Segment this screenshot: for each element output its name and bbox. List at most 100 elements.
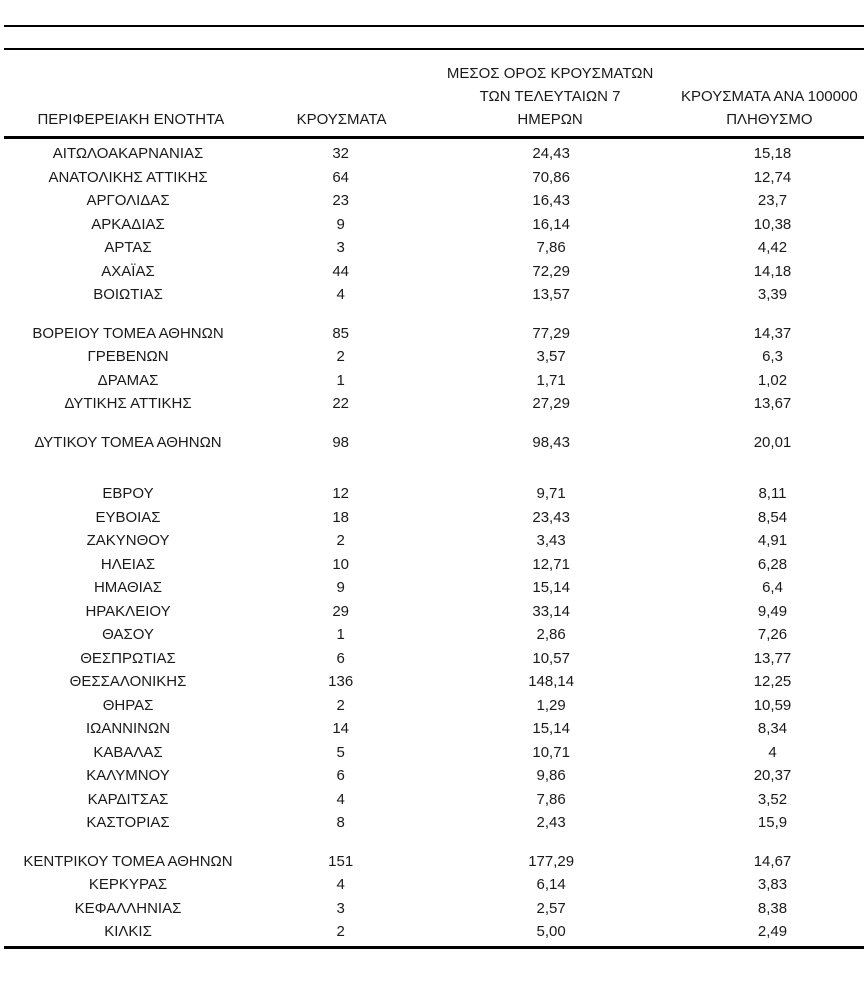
header-cell-region: ΠΕΡΙΦΕΡΕΙΑΚΗ ΕΝΟΤΗΤΑ — [4, 108, 258, 131]
per100k-cell: 23,7 — [757, 192, 788, 209]
region-cell: ΘΕΣΠΡΩΤΙΑΣ — [80, 649, 176, 667]
cases-by-regional-unit-table: ΠΕΡΙΦΕΡΕΙΑΚΗ ΕΝΟΤΗΤΑ ΚΡΟΥΣΜΑΤΑ ΜΕΣΟΣ ΟΡΟ… — [0, 50, 868, 944]
per100k-cell: 12,74 — [753, 168, 792, 186]
table-row: ΚΑΡΔΙΤΣΑΣ 4 7,86 3,52 — [0, 788, 868, 812]
avg7-cell: 12,71 — [532, 555, 570, 573]
cases-cell: 22 — [332, 395, 350, 412]
table-row: ΑΡΚΑΔΙΑΣ 9 16,14 10,38 — [0, 213, 868, 237]
per100k-cell: 2,49 — [757, 923, 788, 940]
avg7-cell: 13,57 — [532, 286, 570, 303]
per100k-cell: 8,11 — [758, 485, 787, 502]
table-row: ΑΡΓΟΛΙΔΑΣ 23 16,43 23,7 — [0, 189, 868, 213]
header-region-label: ΠΕΡΙΦΕΡΕΙΑΚΗ ΕΝΟΤΗΤΑ — [37, 111, 225, 128]
avg7-cell: 2,57 — [536, 899, 566, 917]
cases-cell: 8 — [336, 814, 345, 831]
region-cell: ΗΜΑΘΙΑΣ — [93, 579, 163, 596]
per100k-cell: 7,26 — [757, 626, 788, 643]
header-cell-avg7: ΜΕΣΟΣ ΟΡΟΣ ΚΡΟΥΣΜΑΤΩΝ ΤΩΝ ΤΕΛΕΥΤΑΙΩΝ 7 Η… — [425, 62, 674, 131]
table-row: ΒΟΡΕΙΟΥ ΤΟΜΕΑ ΑΘΗΝΩΝ 85 77,29 14,37 — [0, 322, 868, 346]
header-cases-label: ΚΡΟΥΣΜΑΤΑ — [296, 111, 387, 128]
region-cell: ΚΕΡΚΥΡΑΣ — [88, 876, 168, 893]
table-row: ΔΥΤΙΚΟΥ ΤΟΜΕΑ ΑΘΗΝΩΝ 98 98,43 20,01 — [0, 431, 868, 455]
region-cell: ΑΡΓΟΛΙΔΑΣ — [86, 192, 170, 209]
per100k-cell: 10,59 — [753, 696, 792, 714]
cases-cell: 14 — [332, 720, 350, 737]
cases-cell: 3 — [336, 239, 345, 256]
avg7-cell: 9,86 — [536, 767, 566, 784]
region-cell: ΑΧΑΪΑΣ — [101, 262, 155, 280]
cases-cell: 98 — [332, 433, 350, 451]
table-row: ΘΕΣΠΡΩΤΙΑΣ 6 10,57 13,77 — [0, 647, 868, 671]
avg7-cell: 27,29 — [532, 395, 570, 412]
header-avg7-label-line1: ΜΕΣΟΣ ΟΡΟΣ ΚΡΟΥΣΜΑΤΩΝ — [446, 65, 654, 82]
cases-cell: 32 — [332, 145, 350, 162]
per100k-cell: 13,67 — [753, 395, 792, 412]
cases-cell: 3 — [336, 899, 345, 917]
cases-cell: 6 — [336, 767, 345, 784]
per100k-cell: 3,83 — [757, 876, 788, 893]
cases-cell: 1 — [336, 371, 345, 389]
region-cell: ΕΥΒΟΙΑΣ — [95, 508, 161, 526]
avg7-cell: 177,29 — [528, 852, 575, 870]
cases-cell: 23 — [332, 192, 350, 209]
avg7-cell: 23,43 — [532, 508, 570, 526]
per100k-cell: 3,39 — [757, 286, 788, 303]
header-cell-cases: ΚΡΟΥΣΜΑΤΑ — [258, 108, 426, 131]
cases-cell: 10 — [332, 555, 350, 573]
top-rule-2 — [4, 48, 864, 50]
cases-cell: 9 — [336, 579, 345, 596]
avg7-cell: 1,71 — [536, 371, 566, 389]
per100k-cell: 12,25 — [753, 673, 792, 690]
table-row: ΔΥΤΙΚΗΣ ΑΤΤΙΚΗΣ 22 27,29 13,67 — [0, 392, 868, 416]
table-row: ΗΛΕΙΑΣ 10 12,71 6,28 — [0, 553, 868, 577]
region-cell: ΘΑΣΟΥ — [102, 626, 154, 643]
table-header: ΠΕΡΙΦΕΡΕΙΑΚΗ ΕΝΟΤΗΤΑ ΚΡΟΥΣΜΑΤΑ ΜΕΣΟΣ ΟΡΟ… — [4, 50, 864, 139]
table-body: ΑΙΤΩΛΟΑΚΑΡΝΑΝΙΑΣ 32 24,43 15,18 ΑΝΑΤΟΛΙΚ… — [0, 139, 868, 944]
region-cell: ΔΥΤΙΚΗΣ ΑΤΤΙΚΗΣ — [64, 395, 192, 412]
table-row: ΕΒΡΟΥ 12 9,71 8,11 — [0, 482, 868, 506]
cases-cell: 85 — [332, 324, 350, 342]
avg7-cell: 33,14 — [532, 602, 570, 620]
avg7-cell: 15,14 — [532, 720, 570, 737]
cases-cell: 1 — [336, 626, 345, 643]
cases-cell: 29 — [332, 602, 350, 620]
per100k-cell: 3,52 — [757, 790, 788, 808]
cases-cell: 136 — [328, 673, 354, 690]
per100k-cell: 14,18 — [753, 262, 792, 280]
cases-cell: 2 — [336, 696, 345, 714]
cases-cell: 4 — [336, 790, 345, 808]
avg7-cell: 1,29 — [536, 696, 566, 714]
avg7-cell: 3,57 — [536, 348, 566, 365]
avg7-cell: 148,14 — [528, 673, 575, 690]
region-cell: ΚΑΡΔΙΤΣΑΣ — [87, 790, 169, 808]
region-cell: ΑΝΑΤΟΛΙΚΗΣ ΑΤΤΙΚΗΣ — [48, 168, 208, 186]
cases-cell: 151 — [328, 852, 354, 870]
table-row: ΚΕΦΑΛΛΗΝΙΑΣ 3 2,57 8,38 — [0, 897, 868, 921]
avg7-cell: 10,57 — [532, 649, 570, 667]
avg7-cell: 77,29 — [532, 324, 570, 342]
region-cell: ΔΡΑΜΑΣ — [97, 371, 159, 389]
region-cell: ΔΥΤΙΚΟΥ ΤΟΜΕΑ ΑΘΗΝΩΝ — [34, 433, 222, 451]
cases-cell: 18 — [332, 508, 350, 526]
cases-cell: 2 — [336, 348, 345, 365]
avg7-cell: 7,86 — [536, 239, 566, 256]
per100k-cell: 13,77 — [753, 649, 792, 667]
avg7-cell: 70,86 — [532, 168, 570, 186]
table-row: ΘΕΣΣΑΛΟΝΙΚΗΣ 136 148,14 12,25 — [0, 670, 868, 694]
region-cell: ΗΛΕΙΑΣ — [100, 555, 156, 573]
per100k-cell: 1,02 — [757, 371, 788, 389]
per100k-cell: 8,38 — [757, 899, 788, 917]
region-cell: ΚΑΣΤΟΡΙΑΣ — [86, 814, 170, 831]
table-row: ΚΕΝΤΡΙΚΟΥ ΤΟΜΕΑ ΑΘΗΝΩΝ 151 177,29 14,67 — [0, 850, 868, 874]
table-row: ΗΡΑΚΛΕΙΟΥ 29 33,14 9,49 — [0, 600, 868, 624]
per100k-cell: 9,49 — [757, 602, 788, 620]
region-cell: ΚΑΛΥΜΝΟΥ — [86, 767, 170, 784]
region-cell: ΗΡΑΚΛΕΙΟΥ — [85, 602, 171, 620]
table-row: ΒΟΙΩΤΙΑΣ 4 13,57 3,39 — [0, 283, 868, 307]
per100k-cell: 6,28 — [757, 555, 788, 573]
cases-cell: 2 — [336, 923, 345, 940]
header-avg7-label-line3: ΗΜΕΡΩΝ — [517, 111, 583, 128]
table-row: ΙΩΑΝΝΙΝΩΝ 14 15,14 8,34 — [0, 717, 868, 741]
table-row: ΚΑΛΥΜΝΟΥ 6 9,86 20,37 — [0, 764, 868, 788]
